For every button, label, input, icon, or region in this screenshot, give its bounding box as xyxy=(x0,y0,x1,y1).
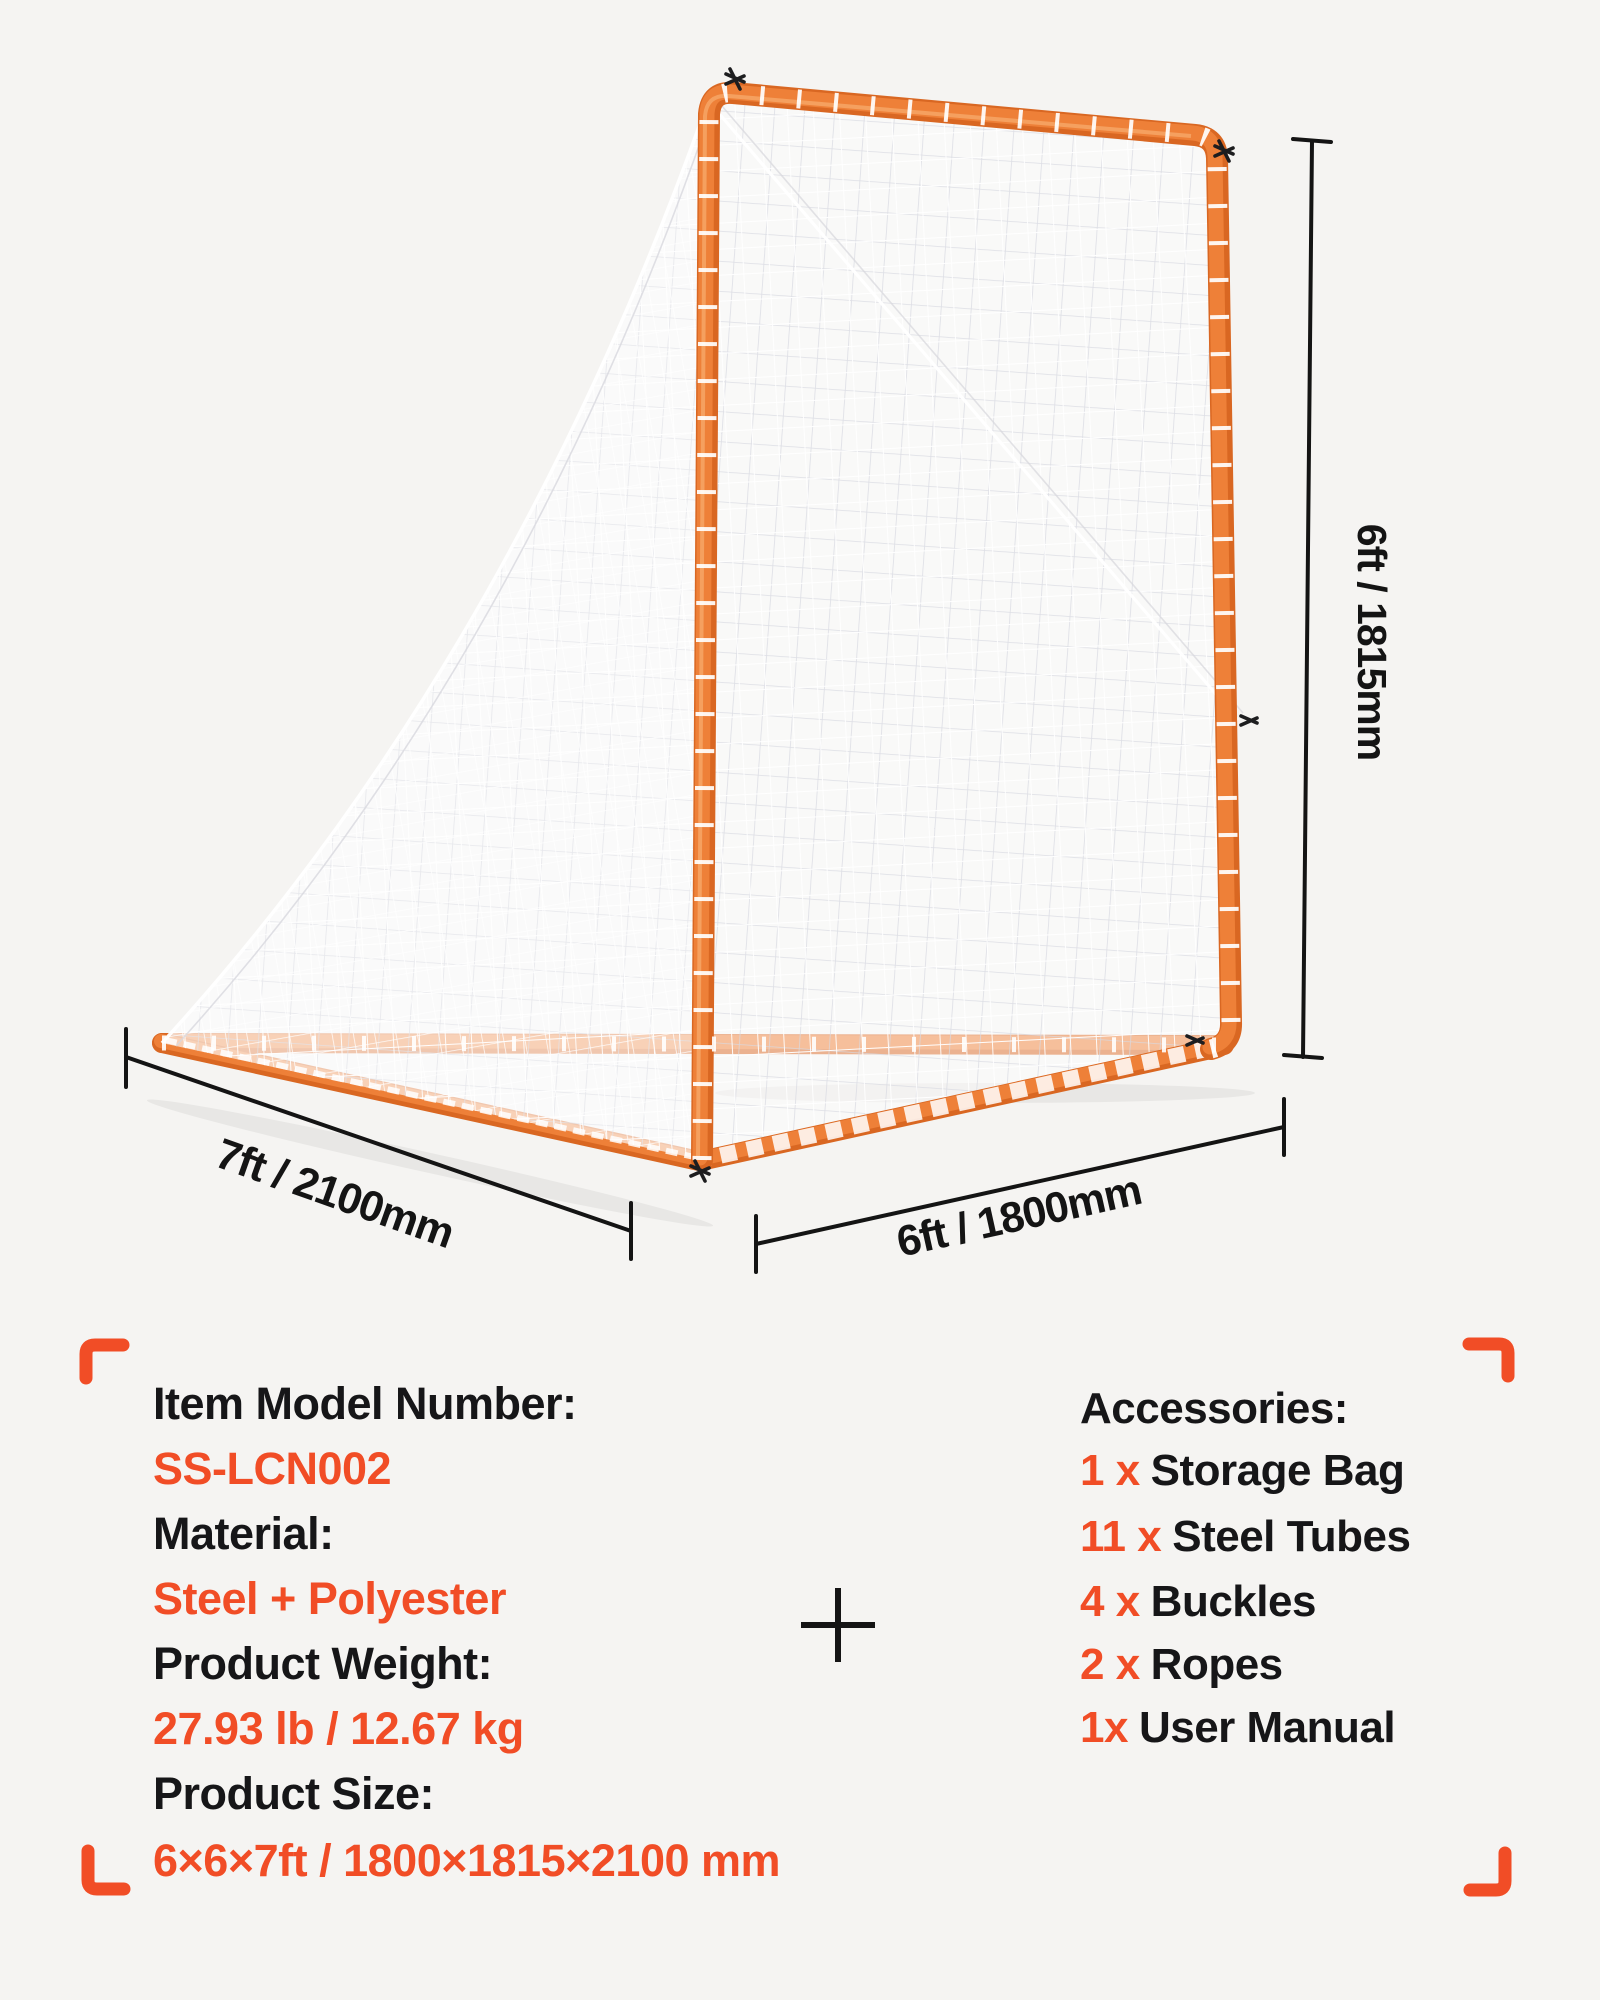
dimension-height xyxy=(1282,137,1333,1060)
bungee-knots xyxy=(689,67,1259,1183)
dimension-label-height: 6ft / 1815mm xyxy=(1349,524,1395,760)
accessory-item: 1 x Storage Bag xyxy=(1080,1446,1405,1495)
accessory-label: Ropes xyxy=(1150,1640,1283,1689)
accessory-label: Steel Tubes xyxy=(1172,1512,1411,1561)
goal-frame xyxy=(161,81,1243,1171)
spec-value-size: 6×6×7ft / 1800×1815×2100 mm xyxy=(153,1835,781,1886)
accessory-qty: 2 x xyxy=(1080,1640,1140,1689)
spec-label-weight: Product Weight: xyxy=(153,1638,493,1689)
dimension-label-width: 6ft / 1800mm xyxy=(892,1166,1145,1267)
corner-bracket-top-right-icon xyxy=(1462,1337,1515,1383)
spec-label-material: Material: xyxy=(153,1508,334,1559)
spec-value-weight: 27.93 lb / 12.67 kg xyxy=(153,1703,524,1754)
front-bottom-bar xyxy=(695,1039,1221,1170)
corner-bracket-bottom-left-icon xyxy=(81,1844,131,1896)
accessory-qty: 4 x xyxy=(1080,1577,1140,1626)
spec-value-material: Steel + Polyester xyxy=(153,1573,506,1624)
spec-label-size: Product Size: xyxy=(153,1768,435,1819)
plus-icon xyxy=(801,1588,875,1662)
dimension-width xyxy=(754,1097,1286,1274)
accessory-label: User Manual xyxy=(1138,1703,1396,1752)
accessory-item: 2 x Ropes xyxy=(1080,1643,1283,1687)
accessory-label: Storage Bag xyxy=(1150,1446,1405,1495)
accessory-item: 1x User Manual xyxy=(1080,1703,1396,1752)
accessory-item: 11 x Steel Tubes xyxy=(1080,1512,1411,1561)
corner-bracket-top-left-icon xyxy=(79,1338,130,1385)
accessory-qty: 11 x xyxy=(1080,1512,1162,1561)
net-mesh xyxy=(160,92,1244,1161)
spec-corner-brackets xyxy=(79,1337,1515,1897)
accessories-heading: Accessories: xyxy=(1080,1384,1348,1433)
dimension-depth xyxy=(124,1027,633,1261)
accessory-item: 4 x Buckles xyxy=(1080,1580,1316,1624)
accessory-qty: 1x xyxy=(1080,1703,1128,1752)
corner-bracket-bottom-right-icon xyxy=(1463,1846,1512,1897)
spec-label-item-model: Item Model Number: xyxy=(153,1378,577,1429)
accessory-qty: 1 x xyxy=(1080,1446,1140,1495)
accessory-label: Buckles xyxy=(1150,1577,1317,1626)
spec-value-item-model: SS-LCN002 xyxy=(153,1443,392,1494)
